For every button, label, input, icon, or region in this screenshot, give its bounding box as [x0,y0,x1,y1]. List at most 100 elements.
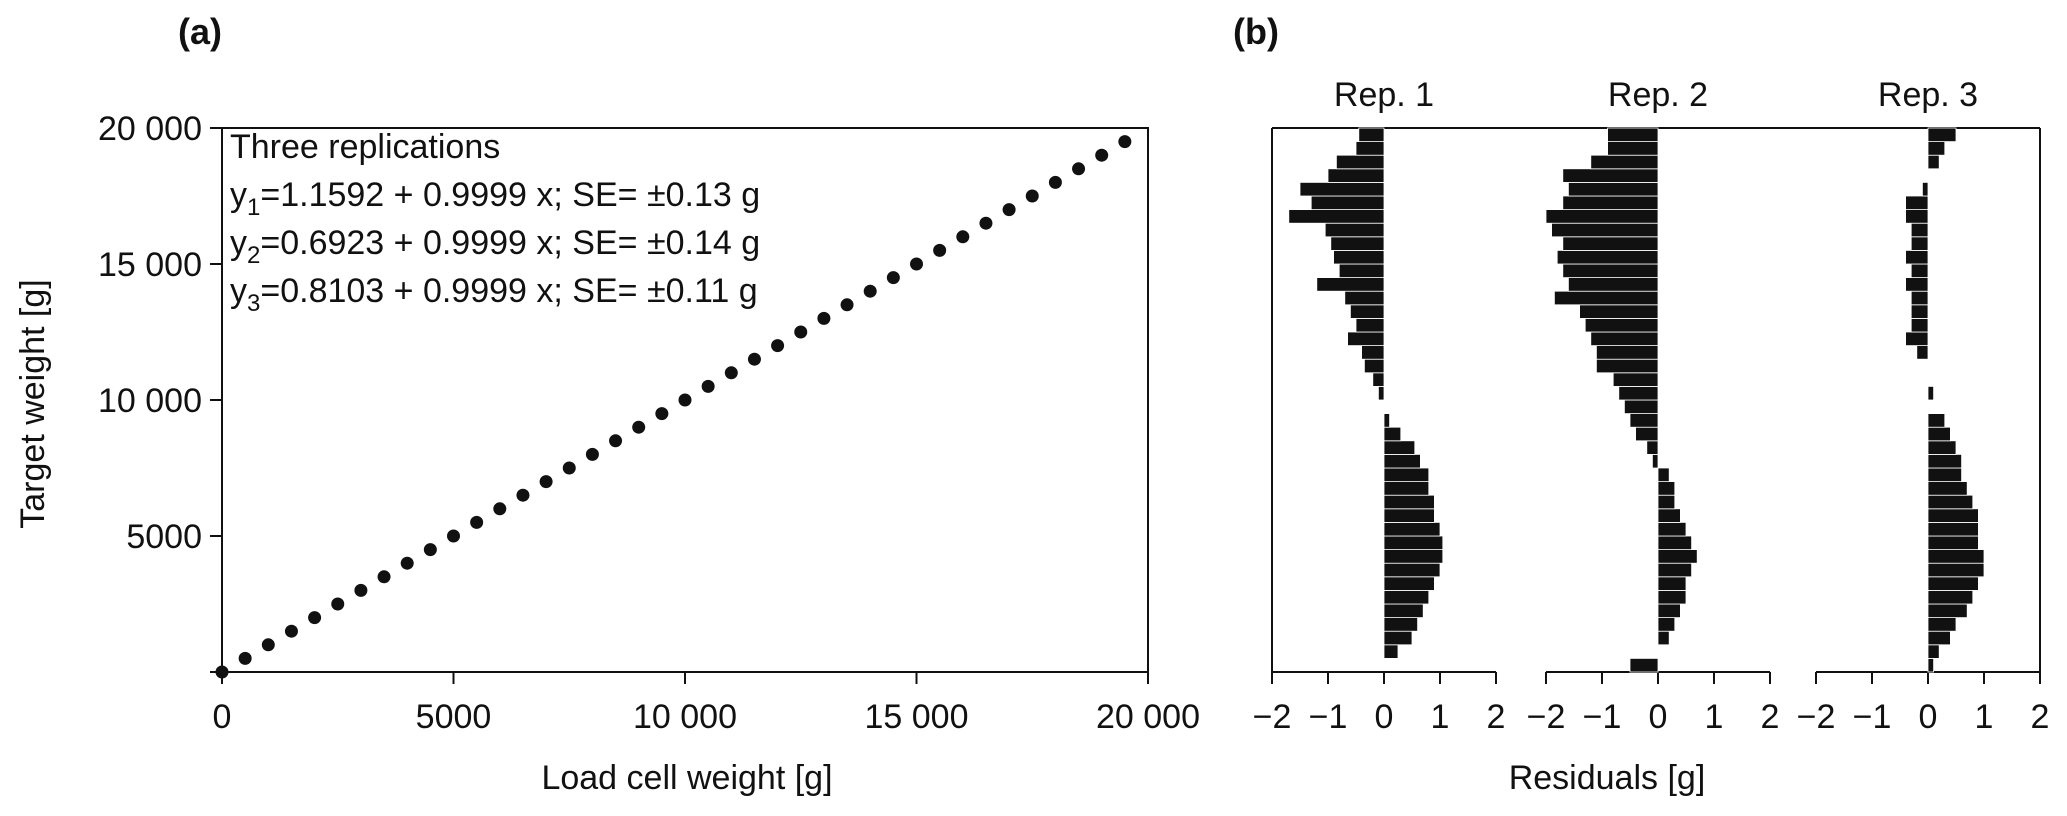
residual-bar [1927,603,1968,619]
x-tick-label: −1 [1309,698,1348,736]
residual-bar [1383,494,1435,510]
data-point [539,475,553,489]
y-tick-label: 15 000 [98,246,202,284]
residual-bar [1372,372,1385,387]
residual-bar [1635,426,1659,442]
x-tick-label: 1 [1431,698,1450,736]
residual-bar [1927,467,1962,483]
data-point [1095,148,1109,162]
scatter-panel: 0 5000 10 000 15 000 20 000 5000 10 000 15 000 2… [98,110,1200,736]
residual-bar [1927,576,1979,591]
data-point [655,407,669,421]
residual-bar [1657,522,1687,537]
residual-bar [1905,195,1929,211]
residual-bar [1383,603,1424,619]
residual-bar [1556,249,1659,265]
residual-bar [1657,630,1670,646]
x-tick-label: −1 [1583,698,1622,736]
residual-bar [1657,590,1687,605]
residual-bar [1347,331,1385,347]
residual-bar [1916,345,1929,360]
data-point [886,271,900,285]
data-point [308,611,322,625]
residual-bar [1657,535,1692,551]
y-tick-label: 10 000 [98,382,202,420]
residual-bar [1927,508,1979,523]
residual-bar [1590,154,1659,170]
data-point [794,325,808,339]
data-point [493,502,507,516]
residual-bar [1927,562,1985,578]
x-tick-label: 0 [213,698,232,736]
x-tick-label: −1 [1853,698,1892,736]
y-tick-label: 5000 [126,518,202,556]
residual-bar [1383,644,1399,659]
residual-bar [1338,263,1385,279]
residual-bar [1584,317,1659,333]
residual-bar [1927,154,1940,170]
residual-bar [1927,658,1934,673]
data-point [1072,162,1086,176]
residual-bar [1579,304,1659,319]
data-point [632,420,646,434]
residual-bar [1922,181,1929,197]
residual-bar [1364,358,1385,374]
data-point [377,570,391,584]
residual-bar [1624,399,1659,415]
residual-bar [1562,168,1659,183]
residual-bar [1927,590,1974,605]
residual-bar [1657,508,1681,523]
residual-bar [1657,562,1692,578]
residual-bar [1358,127,1385,143]
x-tick-label: 1 [1705,698,1724,736]
equation-line-1: y1=1.1592 + 0.9999 x; SE= ±0.13 g [230,176,760,221]
residual-bar [1383,617,1418,632]
residual-bar [1316,277,1385,292]
residual-bar [1310,195,1385,211]
residual-bar [1330,236,1385,251]
residual-bar [1383,467,1430,483]
data-point [609,434,623,448]
panel-b-label: (b) [1233,11,1279,52]
residual-bar [1657,576,1687,591]
residual-bar [1927,453,1962,469]
residual-bar [1324,222,1385,238]
residual-bar [1618,385,1659,401]
data-point [1025,189,1039,203]
data-point [817,311,831,325]
residual-bar [1607,141,1659,156]
residual-bar [1378,385,1385,401]
residual-bar [1927,535,1979,551]
x-tick-label: 1 [1975,698,1994,736]
residual-bar [1344,290,1385,306]
residual-bar [1927,141,1946,156]
residual-bar [1657,549,1698,564]
data-point [400,556,414,570]
data-point [979,216,993,230]
annotation-heading: Three replications [230,128,500,166]
data-point [724,366,738,380]
residual-bar [1299,181,1385,197]
residual-bar [1383,481,1430,496]
data-point [1002,203,1016,217]
residual-bar [1545,209,1659,224]
residual-bar [1383,453,1421,469]
data-point [215,665,229,679]
residual-bar [1383,562,1441,578]
residual-bar [1927,617,1957,632]
residual-bar [1927,481,1968,496]
residual-bar [1350,304,1385,319]
residual-bar [1612,372,1659,387]
residual-bar [1657,603,1681,619]
residual-bar [1927,630,1951,646]
x-tick-label: −2 [1253,698,1292,736]
residual-bar [1568,277,1659,292]
residual-bar [1629,658,1659,673]
panel-a-label: (a) [178,11,222,52]
data-point [747,352,761,366]
data-point [863,284,877,298]
data-point [423,543,437,557]
replication-title: Rep. 1 [1334,76,1434,114]
residual-bar [1590,331,1659,347]
